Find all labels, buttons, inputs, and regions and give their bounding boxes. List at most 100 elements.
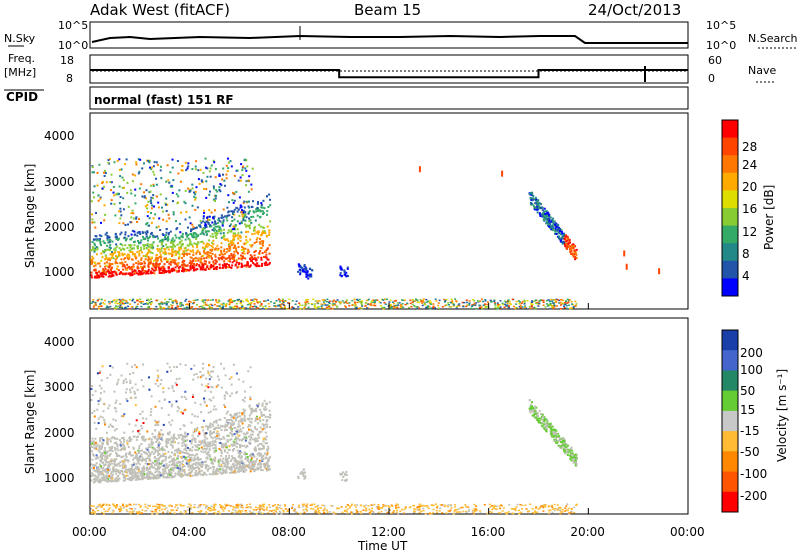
radar-cell: [232, 415, 235, 418]
radar-cell: [94, 437, 97, 440]
radar-cell: [154, 213, 157, 216]
radar-cell: [238, 298, 240, 301]
nave-label: Nave: [748, 64, 776, 77]
radar-cell: [560, 229, 563, 231]
radar-cell: [240, 420, 243, 423]
radar-cell: [178, 236, 181, 239]
radar-cell: [251, 260, 253, 263]
radar-cell: [181, 267, 184, 270]
radar-cell: [162, 459, 164, 462]
radar-cell: [128, 440, 131, 443]
radar-cell: [174, 474, 177, 477]
radar-cell: [259, 250, 262, 253]
radar-cell: [201, 267, 204, 270]
radar-cell: [158, 206, 160, 209]
radar-cell: [120, 231, 123, 234]
radar-cell: [144, 452, 147, 455]
radar-cell: [132, 212, 135, 215]
radar-cell: [230, 244, 233, 247]
radar-cell: [207, 299, 210, 301]
radar-cell: [100, 467, 103, 470]
radar-cell: [229, 471, 231, 474]
radar-cell: [152, 165, 155, 168]
radar-cell: [226, 206, 229, 209]
radar-cell: [244, 158, 247, 161]
radar-cell: [555, 301, 558, 303]
radar-cell: [159, 239, 162, 242]
radar-cell: [230, 298, 232, 300]
radar-cell: [194, 168, 197, 171]
radar-cell: [90, 475, 93, 478]
radar-cell: [247, 441, 250, 444]
radar-cell: [216, 430, 219, 433]
radar-cell: [154, 265, 156, 268]
colorbar-segment: [722, 243, 738, 262]
radar-cell: [213, 420, 216, 423]
radar-cell: [147, 298, 150, 301]
radar-cell: [241, 209, 243, 212]
radar-cell: [484, 299, 487, 301]
radar-cell: [452, 303, 455, 305]
radar-cell: [196, 206, 199, 209]
radar-cell: [118, 472, 121, 475]
power-cb-tick-16: 16: [742, 202, 757, 216]
radar-cell: [109, 249, 111, 252]
radar-cell: [107, 471, 109, 474]
radar-cell: [126, 474, 129, 477]
radar-cell: [133, 390, 136, 393]
radar-cell: [229, 394, 232, 397]
radar-cell: [210, 461, 213, 464]
radar-cell: [160, 266, 163, 269]
radar-cell: [238, 425, 241, 428]
radar-cell: [493, 299, 496, 301]
radar-cell: [238, 307, 241, 309]
radar-cell: [97, 449, 100, 452]
radar-cell: [160, 407, 163, 410]
radar-cell: [160, 165, 162, 168]
radar-cell: [572, 243, 575, 246]
radar-cell: [230, 253, 233, 255]
radar-cell: [91, 442, 94, 445]
radar-cell: [143, 270, 146, 273]
radar-cell: [252, 430, 255, 433]
radar-cell: [138, 301, 141, 303]
radar-cell: [107, 461, 110, 464]
radar-cell: [245, 231, 247, 233]
radar-cell: [106, 439, 109, 442]
radar-cell: [458, 303, 461, 305]
radar-cell: [138, 463, 141, 466]
radar-cell: [266, 247, 269, 250]
radar-cell: [360, 308, 363, 310]
radar-cell: [200, 221, 203, 224]
radar-cell: [189, 467, 192, 470]
radar-cell: [103, 273, 106, 275]
radar-cell: [90, 479, 93, 482]
radar-cell: [416, 307, 419, 310]
radar-cell: [221, 445, 224, 448]
radar-cell: [186, 439, 189, 442]
colorbar-segment: [722, 155, 738, 174]
radar-cell: [524, 306, 527, 309]
radar-cell: [253, 465, 256, 468]
radar-cell: [195, 268, 198, 271]
radar-cell: [256, 206, 259, 209]
radar-cell: [511, 298, 514, 300]
radar-cell: [326, 298, 329, 301]
radar-cell: [122, 436, 125, 439]
radar-cell: [247, 230, 250, 233]
radar-cell: [123, 253, 126, 256]
radar-cell: [432, 305, 435, 307]
radar-cell: [154, 262, 157, 265]
radar-cell: [220, 216, 223, 219]
radar-cell: [220, 454, 223, 457]
radar-cell: [111, 254, 114, 257]
radar-cell: [236, 429, 239, 431]
radar-cell: [184, 452, 186, 454]
radar-cell: [126, 263, 129, 266]
radar-cell: [98, 234, 101, 237]
radar-cell: [202, 266, 205, 269]
radar-cell: [307, 302, 310, 305]
radar-cell: [551, 306, 554, 309]
radar-cell: [559, 301, 562, 304]
radar-cell: [123, 479, 126, 482]
